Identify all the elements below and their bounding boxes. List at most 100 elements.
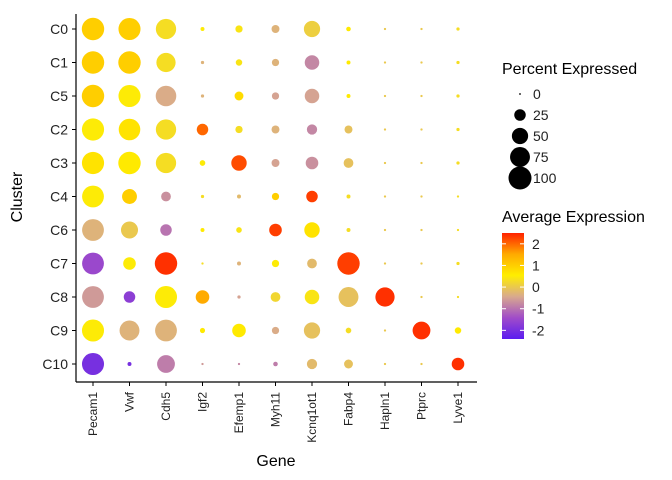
x-tick-label: Ptprc bbox=[415, 392, 429, 420]
size-legend-dot bbox=[510, 147, 530, 167]
dot-C8-Ptprc bbox=[420, 295, 423, 299]
y-tick-label: C9 bbox=[50, 323, 68, 339]
dot-C7-Fabp4 bbox=[337, 252, 360, 275]
dot-C3-Hapln1 bbox=[383, 161, 387, 165]
color-legend: Average Expression 2 1 0 -1 -2 bbox=[502, 209, 645, 339]
dot-C2-Myh11 bbox=[271, 125, 280, 134]
dot-C4-Efemp1 bbox=[237, 194, 241, 199]
dot-C2-Cdh5 bbox=[155, 119, 177, 140]
size-legend-title: Percent Expressed bbox=[502, 61, 637, 78]
x-axis-title: Gene bbox=[256, 453, 295, 470]
dot-C5-Pecam1 bbox=[81, 84, 105, 108]
dot-C6-Hapln1 bbox=[383, 228, 387, 232]
dot-C1-Myh11 bbox=[271, 58, 280, 67]
dot-C3-Igf2 bbox=[199, 160, 206, 166]
color-legend-label: 0 bbox=[532, 279, 540, 295]
dot-C8-Fabp4 bbox=[338, 287, 359, 307]
dot-C3-Efemp1 bbox=[231, 155, 247, 171]
y-tick-label: C1 bbox=[50, 55, 68, 71]
dot-C5-Efemp1 bbox=[234, 91, 244, 101]
dot-C1-Igf2 bbox=[200, 60, 205, 65]
dot-C4-Kcnq1ot1 bbox=[306, 190, 318, 203]
y-tick-label: C8 bbox=[50, 289, 68, 305]
dot-C6-Vwf bbox=[120, 221, 139, 239]
dot-C5-Ptprc bbox=[420, 94, 423, 98]
dot-C4-Fabp4 bbox=[346, 194, 351, 199]
dot-C7-Vwf bbox=[123, 257, 136, 270]
x-tick-label: Cdh5 bbox=[159, 392, 173, 421]
dot-C4-Hapln1 bbox=[383, 195, 387, 198]
x-tick-label: Vwf bbox=[123, 391, 137, 412]
size-legend: Percent Expressed 0 25 50 75 100 bbox=[502, 61, 637, 190]
dot-C10-Ptprc bbox=[420, 362, 423, 366]
dot-C1-Cdh5 bbox=[156, 52, 176, 73]
dot-C10-Lyve1 bbox=[451, 357, 465, 371]
color-legend-label: 2 bbox=[532, 236, 540, 252]
dot-C2-Fabp4 bbox=[344, 125, 353, 134]
dot-C3-Fabp4 bbox=[343, 158, 354, 168]
dot-C5-Igf2 bbox=[200, 94, 205, 98]
dot-C7-Ptprc bbox=[420, 262, 423, 265]
dot-C9-Igf2 bbox=[199, 327, 206, 334]
dot-C0-Pecam1 bbox=[81, 17, 105, 41]
dot-C0-Efemp1 bbox=[235, 25, 243, 33]
dot-C4-Ptprc bbox=[420, 195, 423, 198]
dot-C3-Kcnq1ot1 bbox=[305, 156, 319, 170]
dot-C6-Efemp1 bbox=[236, 227, 242, 233]
x-tick-label: Lyve1 bbox=[451, 392, 465, 424]
dot-C5-Hapln1 bbox=[383, 94, 387, 98]
y-tick-label: C10 bbox=[42, 356, 68, 372]
dot-C7-Efemp1 bbox=[237, 261, 241, 266]
dot-C9-Hapln1 bbox=[383, 329, 387, 332]
dot-C2-Pecam1 bbox=[81, 118, 105, 141]
dot-C2-Vwf bbox=[118, 118, 141, 141]
y-tick-label: C3 bbox=[50, 155, 68, 171]
size-legend-label: 25 bbox=[533, 107, 549, 123]
dot-C1-Fabp4 bbox=[346, 60, 351, 65]
dot-C6-Igf2 bbox=[200, 228, 205, 232]
color-legend-label: 1 bbox=[532, 257, 540, 273]
dot-C5-Lyve1 bbox=[456, 94, 460, 98]
dot-C6-Myh11 bbox=[269, 223, 282, 237]
size-legend-dot bbox=[519, 93, 521, 95]
dot-plot-area bbox=[81, 17, 465, 376]
dot-C2-Kcnq1ot1 bbox=[306, 124, 318, 135]
dot-C8-Hapln1 bbox=[375, 287, 395, 307]
dot-C4-Igf2 bbox=[200, 194, 205, 199]
dot-C2-Igf2 bbox=[196, 123, 209, 136]
dot-C1-Pecam1 bbox=[81, 51, 105, 74]
size-legend-label: 100 bbox=[533, 170, 557, 186]
color-legend-label: -1 bbox=[532, 301, 545, 317]
dot-C8-Efemp1 bbox=[237, 295, 241, 299]
dot-C8-Pecam1 bbox=[82, 286, 104, 308]
dot-C5-Cdh5 bbox=[155, 85, 177, 107]
dot-C3-Ptprc bbox=[420, 161, 423, 165]
dot-C7-Pecam1 bbox=[82, 252, 104, 275]
dot-C5-Fabp4 bbox=[346, 94, 351, 98]
dot-C9-Vwf bbox=[119, 320, 140, 341]
dot-C9-Lyve1 bbox=[454, 327, 462, 334]
dot-C9-Pecam1 bbox=[81, 319, 105, 342]
dot-C10-Pecam1 bbox=[81, 352, 105, 376]
size-legend-dot bbox=[508, 166, 532, 190]
dot-C8-Myh11 bbox=[270, 292, 281, 302]
dot-C5-Vwf bbox=[118, 84, 141, 108]
dot-C10-Fabp4 bbox=[344, 359, 353, 369]
dot-C3-Myh11 bbox=[271, 159, 280, 167]
dot-C8-Kcnq1ot1 bbox=[304, 289, 320, 305]
dot-C7-Igf2 bbox=[201, 262, 204, 265]
dot-C4-Lyve1 bbox=[456, 195, 460, 198]
dot-C3-Cdh5 bbox=[155, 152, 177, 174]
dot-C7-Kcnq1ot1 bbox=[307, 258, 317, 269]
y-tick-label: C2 bbox=[50, 122, 68, 138]
x-tick-label: Efemp1 bbox=[232, 392, 246, 434]
dot-C6-Kcnq1ot1 bbox=[304, 222, 320, 238]
dot-C10-Cdh5 bbox=[157, 355, 175, 373]
dot-C7-Cdh5 bbox=[154, 252, 178, 275]
dot-C8-Vwf bbox=[123, 291, 136, 303]
dot-C1-Lyve1 bbox=[456, 60, 460, 65]
dot-C7-Lyve1 bbox=[456, 261, 460, 266]
x-tick-label: Myh11 bbox=[269, 392, 283, 427]
dot-C10-Kcnq1ot1 bbox=[306, 358, 318, 370]
